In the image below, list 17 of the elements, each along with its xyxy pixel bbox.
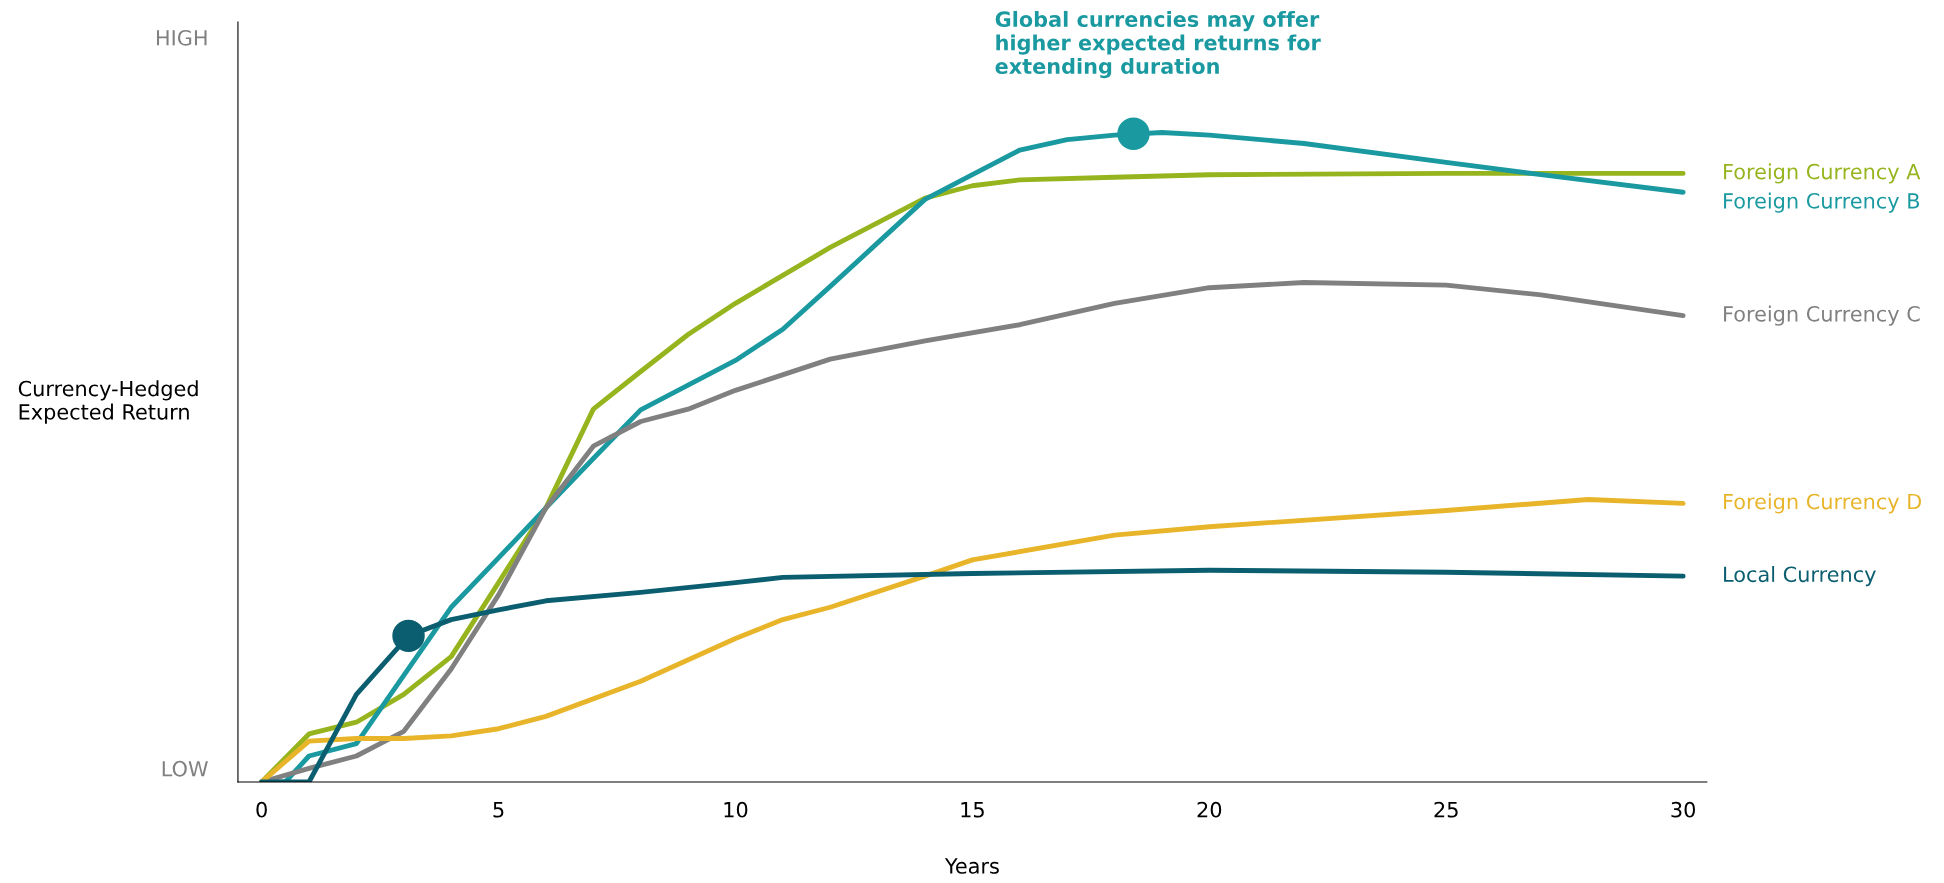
annotation: Global currencies may offer higher expected returns for extending duration bbox=[995, 10, 1321, 79]
series-label: Foreign Currency C bbox=[1724, 305, 1920, 326]
x-tick-label: 15 bbox=[961, 802, 984, 818]
x-tick-label: 20 bbox=[1197, 801, 1222, 818]
x-tick-label: 0 bbox=[256, 801, 267, 818]
series-label: Foreign Currency D bbox=[1724, 493, 1922, 514]
series-label: Foreign Currency B bbox=[1724, 192, 1920, 213]
x-tick-label: 5 bbox=[493, 802, 504, 818]
text: LOW bbox=[162, 760, 208, 777]
x-tick-label: 10 bbox=[724, 801, 748, 818]
series-label: Local Currency bbox=[1724, 566, 1876, 587]
x-tick-label: 30 bbox=[1671, 801, 1696, 818]
series-label: Foreign Currency A bbox=[1724, 163, 1921, 184]
x-tick-label: 25 bbox=[1434, 801, 1458, 818]
text: HIGH bbox=[156, 29, 207, 46]
x-axis-title: Years bbox=[944, 858, 999, 874]
y-axis-title: Currency-Hedged Expected Return bbox=[18, 380, 198, 424]
